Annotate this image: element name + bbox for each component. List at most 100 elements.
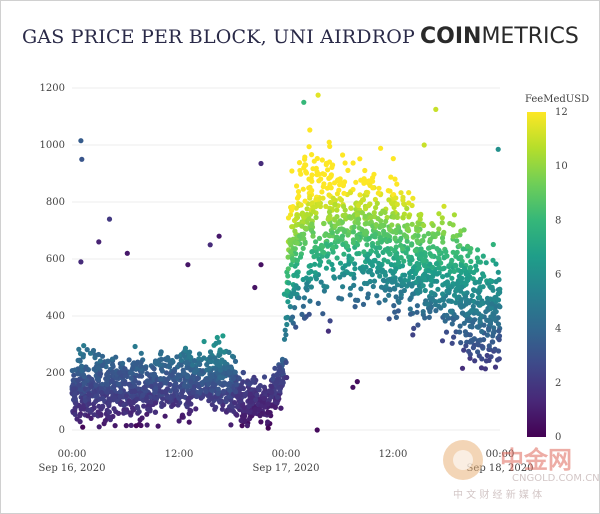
data-point	[392, 286, 398, 292]
data-point	[122, 366, 128, 372]
data-point	[490, 339, 496, 345]
data-point	[289, 224, 295, 230]
data-point	[312, 261, 318, 267]
data-point	[369, 272, 375, 278]
y-tick-label: 0	[59, 425, 65, 436]
data-point	[364, 256, 370, 262]
data-point	[386, 292, 392, 298]
data-point	[313, 197, 319, 203]
data-point	[80, 424, 86, 430]
data-point	[78, 138, 84, 144]
data-point	[467, 351, 473, 357]
data-point	[420, 309, 426, 315]
data-point	[299, 223, 305, 229]
data-point	[341, 203, 347, 210]
data-point	[465, 243, 471, 249]
data-point	[97, 358, 103, 364]
x-tick-label: 12:00	[165, 449, 194, 460]
data-point	[285, 254, 291, 260]
data-point	[133, 423, 139, 429]
data-point	[300, 303, 306, 309]
data-point	[234, 381, 240, 387]
data-point	[399, 263, 406, 269]
data-point	[374, 269, 381, 275]
data-point	[70, 386, 76, 392]
data-point	[370, 175, 376, 181]
data-point	[388, 268, 394, 274]
data-point	[439, 266, 445, 272]
y-tick-label: 800	[46, 197, 65, 208]
data-point	[133, 361, 140, 367]
data-point	[451, 292, 458, 298]
data-point	[251, 410, 257, 416]
data-point	[190, 362, 196, 368]
data-point	[96, 351, 102, 358]
watermark-logo-inner-icon	[453, 450, 473, 470]
data-point	[414, 226, 420, 232]
data-point	[297, 254, 304, 260]
data-point	[289, 204, 295, 210]
data-point	[121, 402, 127, 408]
data-point	[319, 157, 325, 163]
data-point	[443, 329, 450, 335]
data-point	[326, 209, 333, 215]
data-point	[152, 360, 158, 366]
data-point	[148, 399, 154, 405]
data-point	[463, 301, 469, 307]
data-point	[447, 308, 454, 314]
data-point	[111, 383, 117, 389]
data-point	[330, 195, 336, 201]
colorbar-tick-label: 10	[555, 161, 568, 172]
data-point	[409, 221, 415, 227]
data-point	[158, 376, 164, 382]
data-point	[232, 369, 238, 375]
data-point	[374, 293, 380, 299]
data-point	[265, 419, 271, 425]
data-point	[334, 207, 340, 213]
data-point	[467, 264, 474, 271]
data-point	[444, 272, 450, 278]
data-point	[196, 356, 202, 362]
data-point	[206, 381, 212, 387]
data-point	[467, 323, 473, 329]
data-point	[187, 353, 193, 360]
data-point	[415, 239, 421, 246]
data-point	[475, 349, 481, 355]
data-point	[313, 214, 319, 221]
data-point	[415, 233, 421, 239]
data-point	[434, 278, 440, 284]
data-point	[449, 284, 455, 290]
data-point	[186, 419, 192, 425]
data-point	[435, 255, 441, 261]
data-point	[436, 226, 442, 232]
data-point	[486, 343, 492, 349]
data-point	[433, 302, 439, 308]
data-point	[366, 178, 372, 184]
data-point	[185, 262, 191, 268]
data-point	[404, 205, 410, 212]
data-point	[313, 239, 319, 245]
data-point	[190, 389, 196, 395]
data-point	[315, 300, 321, 306]
data-point	[406, 190, 412, 196]
data-point	[81, 380, 88, 386]
data-point	[416, 265, 422, 271]
data-point	[162, 413, 168, 419]
data-point	[330, 244, 336, 250]
data-point	[392, 236, 398, 242]
data-point	[99, 362, 105, 369]
data-point	[306, 144, 312, 150]
data-point	[134, 396, 140, 402]
data-point	[309, 172, 315, 178]
data-point	[332, 217, 338, 223]
data-point	[270, 376, 276, 382]
data-point	[214, 361, 220, 367]
data-point	[167, 381, 173, 388]
data-point	[369, 263, 376, 269]
data-point	[230, 408, 237, 414]
data-point	[124, 407, 130, 413]
data-point	[144, 422, 150, 428]
data-point	[441, 203, 447, 209]
data-point	[140, 392, 146, 398]
data-point	[403, 233, 409, 240]
